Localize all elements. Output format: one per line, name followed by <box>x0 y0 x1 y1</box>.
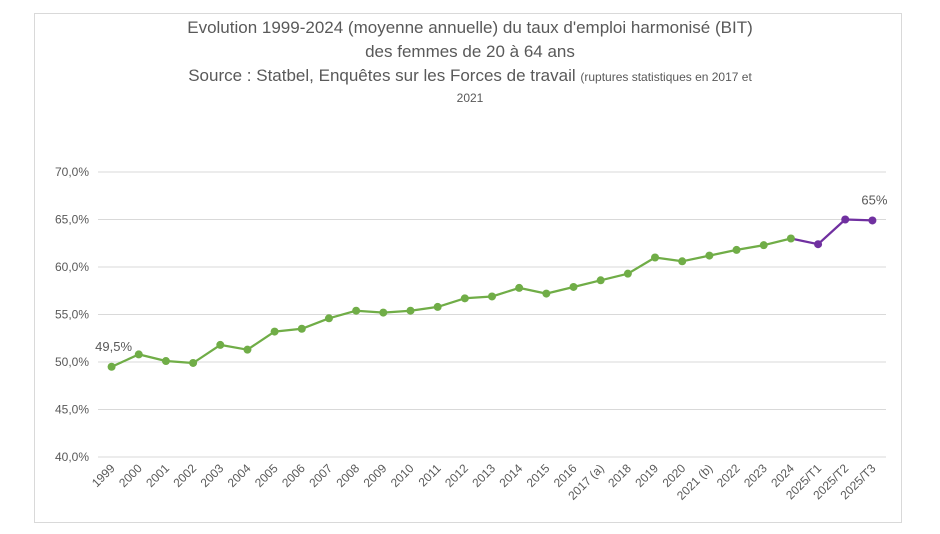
x-tick-label: 2019 <box>632 461 661 490</box>
x-tick-label: 2013 <box>469 461 498 490</box>
x-tick-label: 2000 <box>116 461 145 490</box>
chart-title: Evolution 1999-2024 (moyenne annuelle) d… <box>0 16 940 107</box>
chart-frame <box>34 13 902 523</box>
data-point <box>705 251 714 260</box>
data-point <box>297 324 306 333</box>
data-point <box>379 308 388 317</box>
data-point <box>596 276 605 285</box>
data-point <box>488 292 496 301</box>
data-point <box>134 350 143 359</box>
data-point <box>569 282 578 291</box>
y-tick-label: 70,0% <box>55 165 89 179</box>
title-line-2: des femmes de 20 à 64 ans <box>365 42 575 61</box>
data-point <box>460 294 469 303</box>
x-tick-label: 2011 <box>416 461 444 489</box>
data-point <box>433 302 442 311</box>
y-tick-label: 50,0% <box>55 355 89 369</box>
series-line-1 <box>790 218 873 246</box>
data-point <box>732 245 741 254</box>
data-point <box>243 345 252 354</box>
x-tick-label: 2006 <box>279 461 308 490</box>
x-tick-label: 2018 <box>605 461 634 490</box>
y-tick-label: 55,0% <box>55 308 89 322</box>
title-line-1: Evolution 1999-2024 (moyenne annuelle) d… <box>187 18 753 37</box>
data-point <box>759 241 768 250</box>
x-tick-label: 2023 <box>741 461 770 490</box>
series-line-0 <box>111 237 792 368</box>
x-tick-label: 1999 <box>89 461 118 490</box>
title-note-line-2: 2021 <box>456 91 484 105</box>
data-point <box>270 327 279 336</box>
x-tick-label: 2008 <box>333 461 362 490</box>
x-tick-label: 2014 <box>497 461 526 490</box>
x-tick-label: 2003 <box>198 461 227 490</box>
data-point <box>352 306 361 315</box>
data-point <box>406 306 415 315</box>
data-point <box>515 283 524 292</box>
x-tick-label: 2007 <box>306 461 335 490</box>
data-point <box>542 289 551 298</box>
data-point <box>786 234 795 243</box>
data-point <box>841 215 850 224</box>
x-tick-label: 2001 <box>143 461 172 490</box>
data-label: 65% <box>861 192 887 207</box>
data-point <box>651 253 660 262</box>
x-tick-label: 2009 <box>361 461 390 490</box>
y-tick-label: 45,0% <box>55 403 89 417</box>
x-tick-label: 2005 <box>252 461 281 490</box>
data-point <box>814 240 823 249</box>
data-point <box>678 257 687 266</box>
title-line-3: Source : Statbel, Enquêtes sur les Force… <box>0 64 940 89</box>
data-point <box>868 216 877 225</box>
x-tick-label: 2015 <box>524 461 553 490</box>
data-point <box>161 357 170 366</box>
x-tick-label: 2010 <box>388 461 417 490</box>
data-label: 49,5% <box>95 339 132 354</box>
y-tick-label: 40,0% <box>55 450 89 464</box>
x-tick-label: 2012 <box>442 461 471 490</box>
x-tick-label: 2022 <box>714 461 743 490</box>
data-point <box>623 269 632 278</box>
x-tick-label: 2004 <box>225 461 254 490</box>
title-source: Source : Statbel, Enquêtes sur les Force… <box>188 66 576 85</box>
y-tick-label: 65,0% <box>55 213 89 227</box>
data-point <box>216 340 225 349</box>
y-tick-label: 60,0% <box>55 260 89 274</box>
data-point <box>107 362 116 371</box>
data-point <box>324 314 333 323</box>
x-tick-label: 2002 <box>170 461 199 490</box>
data-point <box>189 358 198 367</box>
title-note: (ruptures statistiques en 2017 et <box>580 70 752 84</box>
